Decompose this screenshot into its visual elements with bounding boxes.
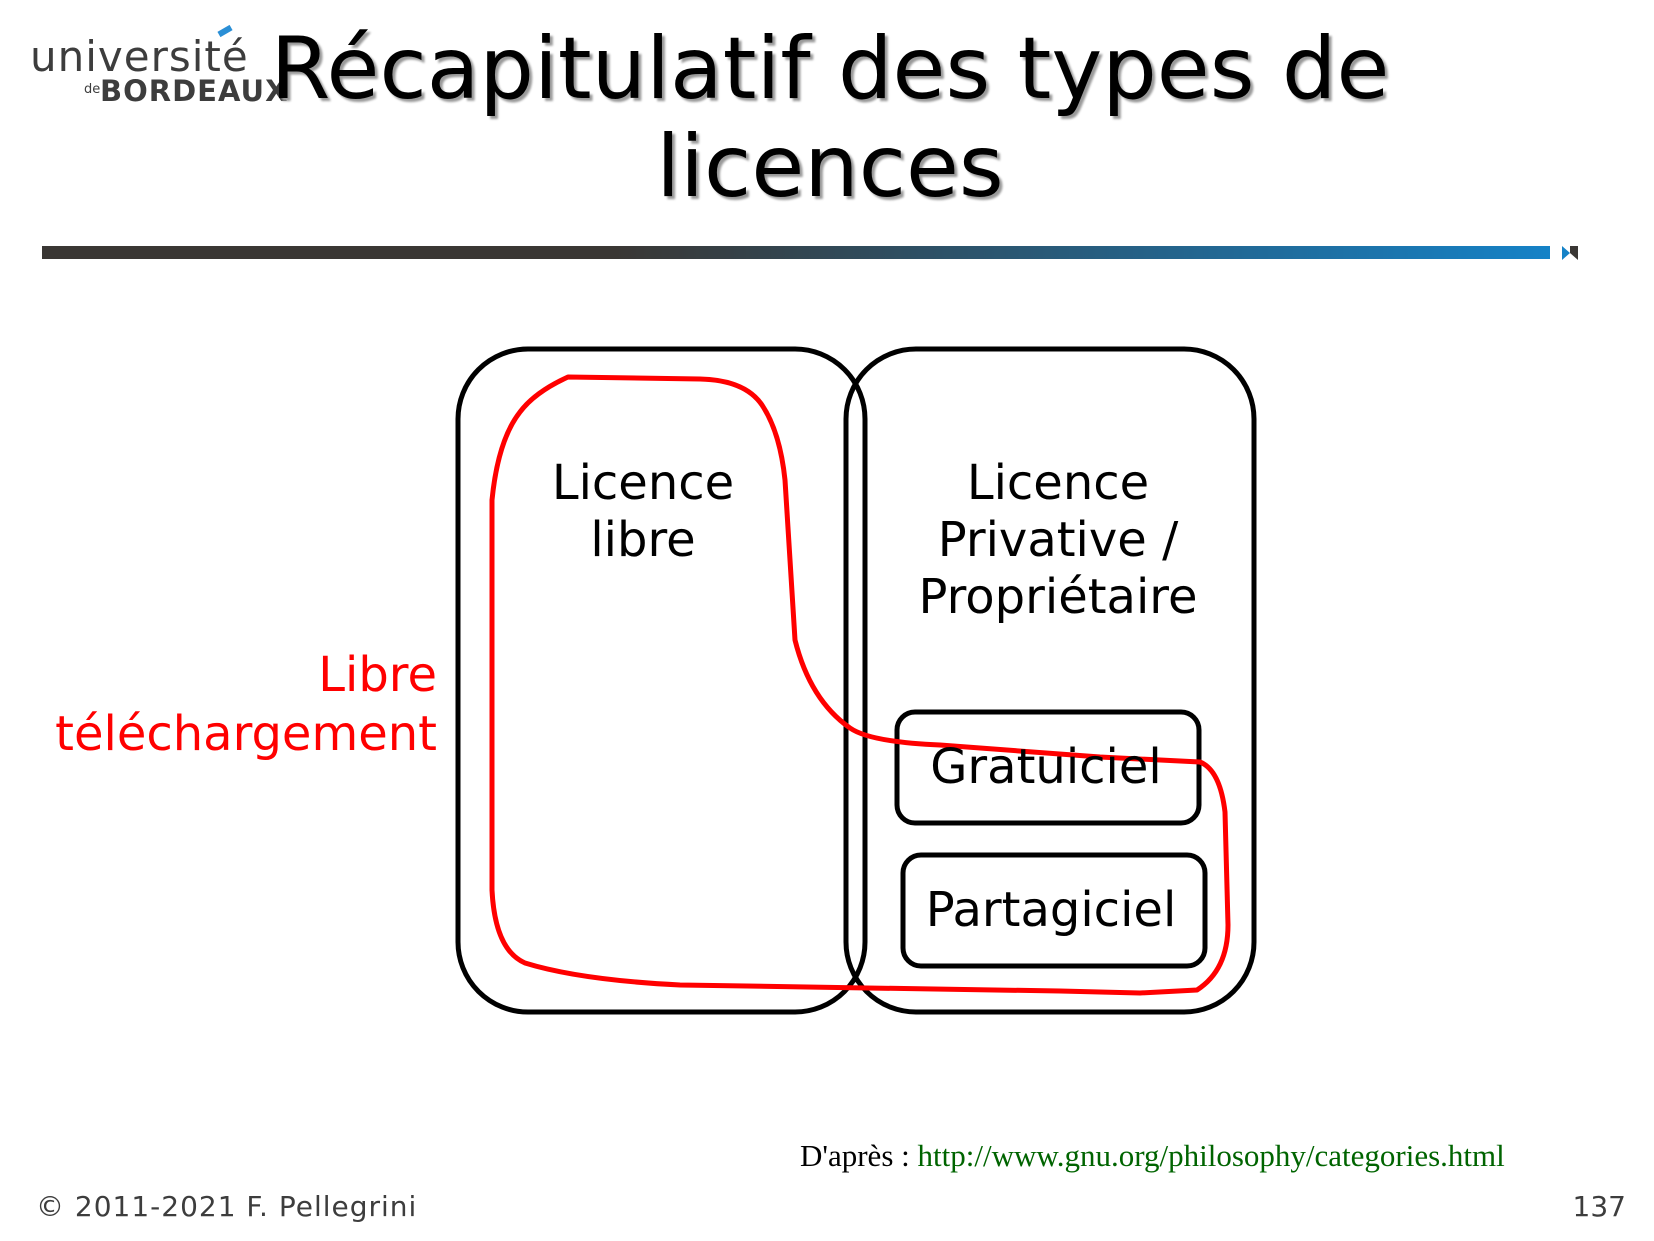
source-citation: D'après : http://www.gnu.org/philosophy/… — [800, 1138, 1505, 1174]
freeware-label: Gratuiciel — [930, 739, 1162, 795]
page-number: 137 — [1572, 1190, 1626, 1223]
free-license-label-line2: libre — [590, 512, 695, 568]
freeware-box — [894, 709, 1202, 826]
shareware-label: Partagiciel — [926, 882, 1177, 938]
proprietary-label-line3: Propriétaire — [919, 569, 1198, 625]
logo-text-de: de — [84, 82, 101, 97]
title-divider — [42, 246, 1550, 259]
navigation-arrow-icon[interactable] — [1562, 246, 1578, 260]
free-license-label-line1: Licence — [552, 455, 734, 511]
university-logo: université de BORDEAUX — [30, 24, 287, 110]
copyright-notice: © 2011-2021 F. Pellegrini — [36, 1190, 418, 1223]
proprietary-license-box — [843, 346, 1257, 1015]
proprietary-label-line1: Licence — [967, 455, 1149, 511]
free-download-label-line2: téléchargement — [55, 706, 437, 762]
free-license-box — [455, 346, 868, 1015]
logo-text-universite: université — [30, 32, 249, 81]
shareware-box — [900, 852, 1208, 969]
free-download-outline — [489, 374, 1231, 996]
slide-title: Récapitulatif des types de licences — [270, 19, 1390, 217]
source-link[interactable]: http://www.gnu.org/philosophy/categories… — [917, 1138, 1505, 1173]
logo-text-bordeaux: BORDEAUX — [100, 74, 289, 108]
proprietary-label-line2: Privative / — [938, 512, 1179, 568]
free-download-label-line1: Libre — [318, 647, 437, 703]
source-prefix: D'après : — [800, 1138, 918, 1173]
